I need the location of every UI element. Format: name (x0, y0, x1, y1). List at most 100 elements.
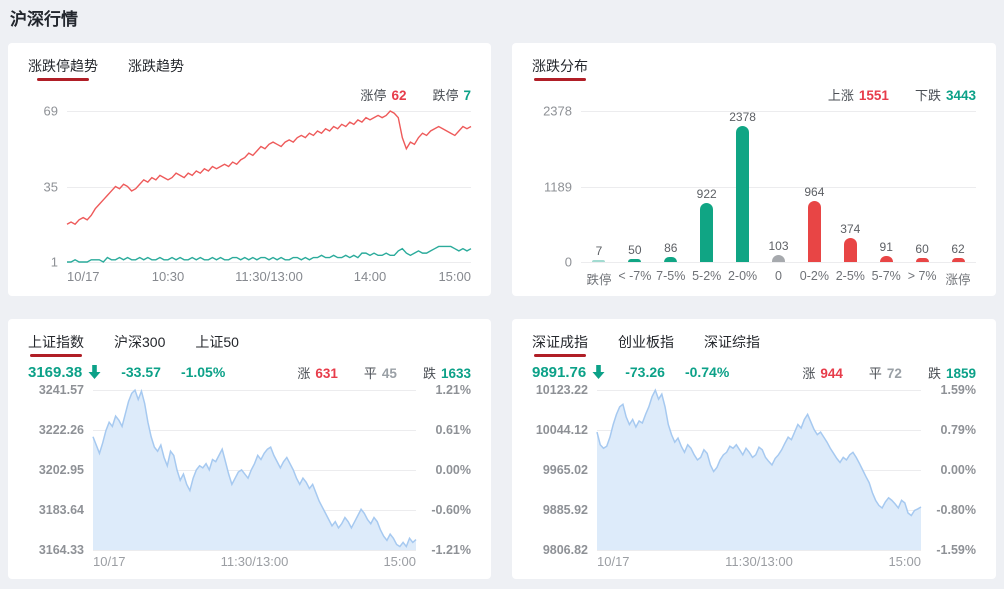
bar-category-label: 5-2% (692, 269, 722, 283)
y-axis-percent: 1.21% 0.61% 0.00% -0.60% -1.21% (425, 383, 471, 557)
stat-advancers-value: 1551 (858, 87, 889, 103)
bar-slot: 91 (868, 111, 904, 262)
bar-category-label: 涨停 (945, 273, 971, 287)
shanghai-index-tabs: 上证指数 沪深300 上证50 (28, 330, 471, 357)
tab-sse-50-label: 上证50 (195, 334, 239, 350)
tab-updown-trend[interactable]: 涨跌趋势 (128, 54, 184, 81)
y-axis: 69 35 1 (28, 104, 58, 270)
stat-flat-count-label: 平 (868, 365, 882, 381)
y-axis-tick: 9965.02 (542, 463, 588, 477)
stat-flat-count-label: 平 (363, 365, 377, 381)
down-arrow-icon (592, 365, 605, 379)
chart-canvas (67, 111, 471, 262)
gridline (597, 390, 921, 391)
y-axis-tick: 3183.64 (38, 503, 84, 517)
bar (951, 258, 965, 262)
area-chart: 3241.57 3222.26 3202.95 3183.64 3164.33 1.21%… (28, 383, 471, 569)
bar-value-label: 60 (915, 242, 929, 257)
gridline (597, 430, 921, 431)
x-axis-tick: 15:00 (888, 554, 921, 569)
distribution-stats: 上涨 1551 下跌 3443 (532, 83, 976, 105)
tab-csi-300-label: 沪深300 (114, 334, 166, 350)
y-axis-tick: 0.00% (940, 463, 976, 477)
bar-category-label: 7-5% (656, 269, 686, 283)
bar (592, 260, 606, 262)
x-axis-tick: 14:00 (353, 269, 387, 284)
chart-canvas (93, 390, 416, 550)
tab-csi-300[interactable]: 沪深300 (114, 330, 165, 357)
series-涨停 (67, 111, 471, 224)
tab-szse-component[interactable]: 深证成指 (532, 330, 588, 357)
x-axis-tick: 15:00 (383, 554, 416, 569)
tab-chinext-label: 创业板指 (618, 334, 674, 350)
index-change: -73.26 (625, 364, 665, 380)
tab-updown-distribution[interactable]: 涨跌分布 (532, 54, 588, 81)
tab-chinext[interactable]: 创业板指 (618, 330, 674, 357)
index-change-pct: -0.74% (684, 364, 730, 380)
x-axis: 跌停 < -7% 7-5% 5-2% 2-0% 0 0-2% 2-5% 5-7% > 7% 涨停 (581, 262, 976, 287)
x-axis: 10/17 10:30 11:30/13:00 14:00 15:00 (67, 262, 471, 286)
y-axis-tick: -1.21% (431, 543, 471, 557)
panel-updown-distribution: 涨跌分布 上涨 1551 下跌 3443 2378 1189 0 7 50 86 922 2378 1… (512, 43, 996, 296)
bar-slot: 62 (940, 111, 976, 262)
shanghai-index-quote: 3169.38 -33.57 -1.05% (28, 364, 225, 381)
area-chart: 10123.22 10044.12 9965.02 9885.92 9806.82 1.5… (532, 383, 976, 569)
y-axis-price: 3241.57 3222.26 3202.95 3183.64 3164.33 (28, 383, 84, 557)
stat-limit-down: 跌停 7 (432, 85, 471, 104)
y-axis-tick: 1189 (544, 179, 572, 194)
stat-decliners: 下跌 3443 (915, 85, 976, 104)
bar-plot: 7 50 86 922 2378 103 964 374 91 60 62 (581, 111, 976, 263)
bar-value-label: 374 (840, 222, 861, 237)
bar-value-label: 964 (804, 184, 825, 199)
bar-value-label: 50 (628, 242, 642, 257)
y-axis-tick: 0.61% (435, 423, 471, 437)
price-line (597, 390, 921, 515)
stat-up-count-label: 涨 (802, 365, 816, 381)
tab-szse-composite[interactable]: 深证综指 (704, 330, 760, 357)
shenzhen-index-quote: 9891.76 -73.26 -0.74% (532, 364, 729, 381)
gridline (581, 262, 976, 263)
bar (628, 258, 642, 262)
stat-down-count: 跌 1859 (928, 363, 976, 382)
index-value: 9891.76 (532, 363, 587, 381)
x-axis-tick: 10/17 (93, 554, 126, 569)
y-axis-tick: 10123.22 (535, 383, 588, 397)
bar-category-label: 5-7% (871, 269, 901, 283)
bar-slot: 2378 (725, 111, 761, 262)
y-axis-tick: -0.60% (431, 503, 471, 517)
index-change-pct: -1.05% (180, 364, 226, 380)
y-axis-price: 10123.22 10044.12 9965.02 9885.92 9806.82 (532, 383, 588, 557)
tab-limit-updown-trend[interactable]: 涨跌停趋势 (28, 54, 98, 81)
bar-value-label: 86 (664, 240, 678, 255)
y-axis-tick: 3222.26 (38, 423, 84, 437)
x-axis-tick: 15:00 (438, 269, 471, 284)
panel-shenzhen-index: 深证成指 创业板指 深证综指 9891.76 -73.26 -0.74% 涨 944 平 72… (512, 319, 996, 579)
bar-value-label: 62 (951, 242, 965, 257)
area-fill (597, 390, 921, 550)
shanghai-index-stats: 涨 631 平 45 跌 1633 (297, 361, 471, 383)
page-title: 沪深行情 (10, 10, 78, 29)
stat-flat-count-value: 45 (381, 365, 397, 381)
tab-sse-50[interactable]: 上证50 (195, 330, 239, 357)
bar-value-label: 922 (696, 187, 717, 202)
bar-value-label: 91 (879, 240, 893, 255)
bar-slot: 7 (581, 111, 617, 262)
tab-shanghai-composite[interactable]: 上证指数 (28, 330, 84, 357)
distribution-tabs: 涨跌分布 (532, 54, 976, 81)
y-axis-tick: 35 (43, 179, 58, 194)
tab-updown-trend-label: 涨跌趋势 (128, 58, 184, 74)
active-tab-indicator (534, 354, 586, 357)
y-axis-tick: 9806.82 (542, 543, 588, 557)
bar-slot: 86 (653, 111, 689, 262)
bar-category-label: 0 (775, 269, 782, 283)
stat-down-count-value: 1633 (440, 365, 471, 381)
bar-chart: 2378 1189 0 7 50 86 922 2378 103 964 374 91 60 62 跌停 < … (532, 104, 976, 287)
bar (771, 255, 785, 262)
x-axis-tick: 11:30/13:00 (725, 554, 793, 569)
chart-canvas (597, 390, 921, 550)
bar-category-label: 跌停 (586, 273, 612, 287)
shenzhen-index-chart: 10123.22 10044.12 9965.02 9885.92 9806.82 1.5… (532, 383, 976, 569)
y-axis-tick: 9885.92 (542, 503, 588, 517)
area-fill (93, 390, 416, 550)
y-axis-tick: 1.59% (940, 383, 976, 397)
